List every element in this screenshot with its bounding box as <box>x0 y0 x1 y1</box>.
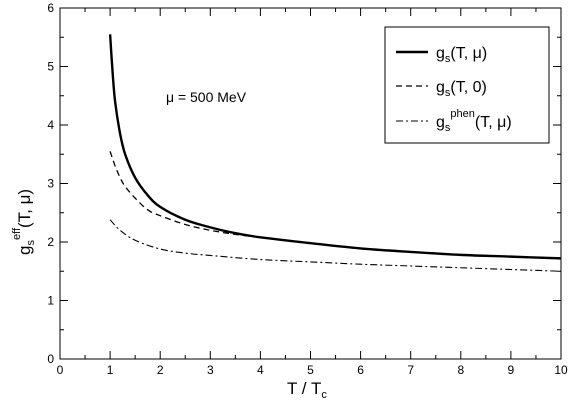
y-tick-label: 6 <box>47 1 54 15</box>
series-line-3-dashdot <box>109 219 562 272</box>
legend-label-1: gs(T, μ) <box>436 45 487 65</box>
legend: gs(T, μ) gs(T, 0) gsphen(T, μ) <box>384 26 550 144</box>
y-tick-label: 1 <box>47 294 54 308</box>
y-tick-label: 3 <box>47 177 54 191</box>
annotation-mu: μ = 500 MeV <box>166 89 247 105</box>
series-layer <box>108 34 562 272</box>
y-tick-label: 4 <box>47 118 54 132</box>
series-line-1-solid <box>108 34 562 260</box>
y-tick-label: 2 <box>47 235 54 249</box>
legend-label-3: gsphen(T, μ) <box>436 108 512 134</box>
legend-label-2: gs(T, 0) <box>436 79 487 99</box>
x-tick-label: 9 <box>508 363 515 377</box>
x-axis-title: T / Tc <box>287 379 327 401</box>
x-tick-label: 2 <box>157 363 164 377</box>
x-tick-label: 4 <box>257 363 264 377</box>
y-tick-label: 0 <box>47 352 54 366</box>
ticks: 0 1 2 3 4 5 6 7 8 9 10 0 1 2 3 4 5 6 <box>47 1 568 377</box>
x-tick-label: 1 <box>107 363 114 377</box>
x-tick-label: 8 <box>457 363 464 377</box>
x-tick-label: 6 <box>357 363 364 377</box>
series-line-2-dashed <box>109 151 261 238</box>
x-tick-label: 5 <box>307 363 314 377</box>
x-tick-label: 7 <box>407 363 414 377</box>
y-tick-label: 5 <box>47 60 54 74</box>
x-tick-label: 10 <box>554 363 568 377</box>
x-tick-label: 3 <box>207 363 214 377</box>
y-axis-title: gseff(T, μ) <box>11 189 37 255</box>
x-tick-label: 0 <box>57 363 64 377</box>
legend-box <box>384 26 550 144</box>
